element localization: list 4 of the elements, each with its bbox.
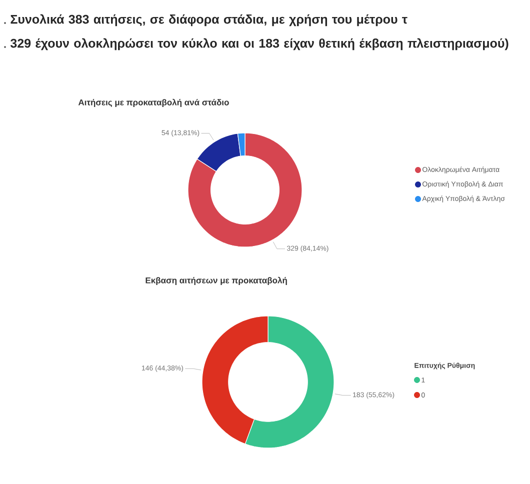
chart-title: Εκβαση αιτήσεων με προκαταβολή (146, 276, 287, 286)
text: Συνολικά 383 αιτήσεις, σε διάφορα στάδια, με χρήση του μέτρου τ (10, 14, 408, 26)
text: 329 έχουν ολοκληρώσει τον κύκλο και οι 183 είχαν θετική έκβαση πλειστηριασμού) (10, 38, 508, 50)
chart-title: Αιτήσεις με προκαταβολή ανά στάδιο (78, 98, 229, 108)
